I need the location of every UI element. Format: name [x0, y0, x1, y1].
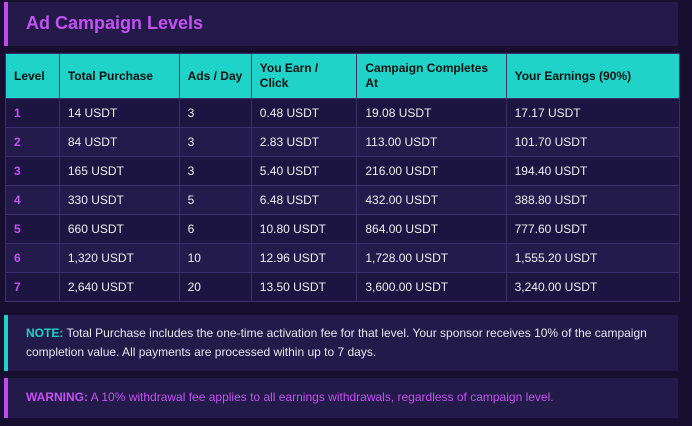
table-cell: 0.48 USDT	[250, 98, 358, 128]
table-cell: 194.40 USDT	[505, 156, 681, 186]
table-cell: 84 USDT	[58, 127, 180, 157]
note-label: NOTE:	[26, 326, 64, 340]
note-box: NOTE: Total Purchase includes the one-ti…	[4, 315, 678, 371]
column-header: Ads / Day	[178, 53, 252, 99]
level-cell: 5	[5, 214, 60, 244]
table-cell: 101.70 USDT	[505, 127, 681, 157]
table-cell: 5	[178, 185, 252, 215]
level-cell: 1	[5, 98, 60, 128]
table-cell: 165 USDT	[58, 156, 180, 186]
level-cell: 2	[5, 127, 60, 157]
table-cell: 5.40 USDT	[250, 156, 358, 186]
table-row: 4 330 USDT 5 6.48 USDT 432.00 USDT 388.80 USD…	[5, 185, 681, 215]
table-cell: 330 USDT	[58, 185, 180, 215]
table-cell: 1,728.00 USDT	[356, 243, 507, 273]
table-body: 1 14 USDT 3 0.48 USDT 19.08 USDT 17.17 USDT 2 8…	[5, 98, 681, 302]
table-cell: 2.83 USDT	[250, 127, 358, 157]
level-cell: 6	[5, 243, 60, 273]
table-cell: 6.48 USDT	[250, 185, 358, 215]
column-header: Total Purchase	[58, 53, 180, 99]
table-cell: 19.08 USDT	[356, 98, 507, 128]
table-cell: 113.00 USDT	[356, 127, 507, 157]
table-row: 3 165 USDT 3 5.40 USDT 216.00 USDT 194.40 USD…	[5, 156, 681, 186]
warning-box: WARNING: A 10% withdrawal fee applies to…	[4, 378, 678, 418]
title: Ad Campaign Levels	[26, 13, 204, 33]
level-cell: 7	[5, 272, 60, 302]
table-cell: 14 USDT	[58, 98, 180, 128]
warning-label: WARNING:	[26, 390, 88, 404]
table-cell: 3	[178, 156, 252, 186]
table-cell: 3,600.00 USDT	[356, 272, 507, 302]
table-cell: 1,555.20 USDT	[505, 243, 681, 273]
level-cell: 4	[5, 185, 60, 215]
table-row: 6 1,320 USDT 10 12.96 USDT 1,728.00 USDT 1,55…	[5, 243, 681, 273]
table-row: 7 2,640 USDT 20 13.50 USDT 3,600.00 USDT 3,24…	[5, 272, 681, 302]
table-cell: 20	[178, 272, 252, 302]
column-header: Your Earnings (90%)	[505, 53, 681, 99]
level-cell: 3	[5, 156, 60, 186]
table-cell: 432.00 USDT	[356, 185, 507, 215]
table-cell: 6	[178, 214, 252, 244]
column-header: Campaign Completes At	[356, 53, 507, 99]
table-cell: 777.60 USDT	[505, 214, 681, 244]
table-cell: 216.00 USDT	[356, 156, 507, 186]
column-header: You Earn / Click	[250, 53, 358, 99]
warning-text: A 10% withdrawal fee applies to all earn…	[90, 390, 554, 404]
levels-table: Level Total Purchase Ads / Day You Earn / C…	[5, 53, 681, 302]
table-cell: 1,320 USDT	[58, 243, 180, 273]
table-cell: 864.00 USDT	[356, 214, 507, 244]
table-row: 1 14 USDT 3 0.48 USDT 19.08 USDT 17.17 USDT	[5, 98, 681, 128]
table-cell: 660 USDT	[58, 214, 180, 244]
table-row: 2 84 USDT 3 2.83 USDT 113.00 USDT 101.70 USDT	[5, 127, 681, 157]
table-cell: 10	[178, 243, 252, 273]
table-cell: 3	[178, 98, 252, 128]
title-bar: Ad Campaign Levels	[4, 2, 678, 46]
table-cell: 388.80 USDT	[505, 185, 681, 215]
table-cell: 17.17 USDT	[505, 98, 681, 128]
table-cell: 13.50 USDT	[250, 272, 358, 302]
header-row: Level Total Purchase Ads / Day You Earn / C…	[5, 53, 681, 99]
table-cell: 10.80 USDT	[250, 214, 358, 244]
table-cell: 3	[178, 127, 252, 157]
column-header: Level	[5, 53, 60, 99]
note-text: Total Purchase includes the one-time act…	[26, 326, 647, 359]
table-cell: 3,240.00 USDT	[505, 272, 681, 302]
table-cell: 12.96 USDT	[250, 243, 358, 273]
table-row: 5 660 USDT 6 10.80 USDT 864.00 USDT 777.60 US…	[5, 214, 681, 244]
table-cell: 2,640 USDT	[58, 272, 180, 302]
